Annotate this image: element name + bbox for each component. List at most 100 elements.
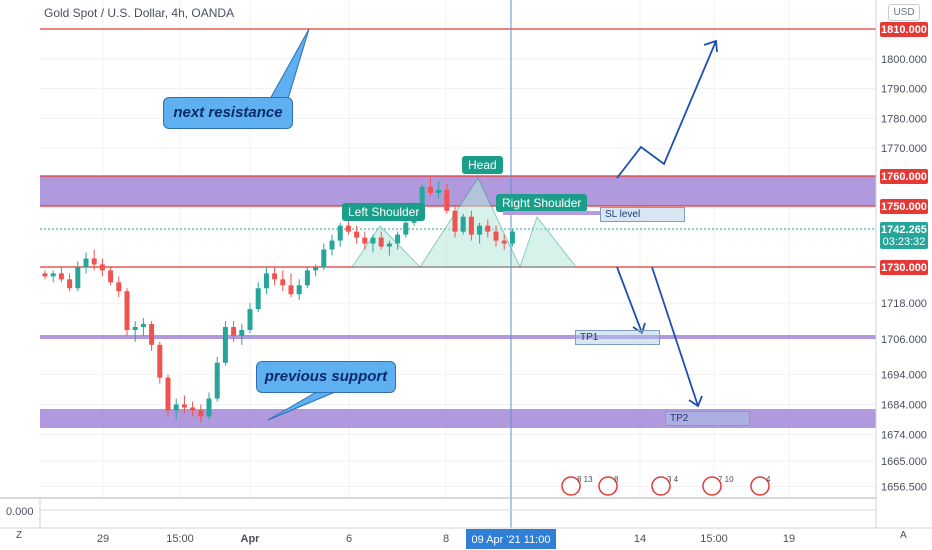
candle-body: [83, 258, 89, 268]
candle-body: [345, 225, 351, 232]
x-label-15-00: 15:00: [166, 533, 194, 545]
y-tick-label: 1656.500: [881, 481, 927, 493]
next-resistance-text: next resistance: [173, 104, 283, 121]
candle-body: [263, 273, 269, 289]
x-label-15-00-b: 15:00: [700, 533, 728, 545]
candle-body: [337, 225, 343, 241]
candle-body: [214, 362, 220, 399]
candle-body: [272, 273, 278, 280]
candle-body: [198, 410, 204, 417]
candle-body: [460, 216, 466, 232]
x-label-6: 6: [346, 533, 352, 545]
sl-level-text: SL level: [605, 209, 641, 220]
indicator-value: 0.000: [6, 506, 34, 518]
tp1-arrow-head: [632, 322, 646, 335]
zoom-button[interactable]: Z: [16, 530, 23, 541]
tp2-arrow-head: [688, 395, 703, 408]
y-tick-label: 1674.000: [881, 429, 927, 441]
us-flag-icon[interactable]: [598, 476, 618, 496]
price-tag-1730-text: 1730.000: [881, 262, 927, 274]
candle-body: [370, 237, 376, 244]
price-axis[interactable]: 1800.000 1790.000 1780.000 1770.000 1718.000…: [881, 54, 927, 494]
event-badge-count: 4: [766, 475, 771, 484]
y-tick-label: 1665.000: [881, 456, 927, 468]
y-tick-label: 1684.000: [881, 399, 927, 411]
support-zone: [40, 409, 876, 428]
candle-body: [444, 189, 450, 211]
us-flag-icon[interactable]: [750, 476, 770, 496]
candle-body: [181, 404, 187, 408]
bullish-arrow-head: [703, 39, 718, 53]
tp1-line-zone: [40, 335, 876, 339]
candle-body: [50, 273, 56, 277]
x-label-apr: Apr: [241, 533, 261, 545]
time-axis[interactable]: 29 15:00 Apr 6 8 14 15:00 19 09 Apr '21 …: [97, 529, 795, 549]
candle-body: [255, 288, 261, 310]
candle-body: [386, 243, 392, 247]
candle-body: [239, 329, 245, 336]
candle-body: [149, 324, 155, 345]
candle-body: [313, 267, 319, 271]
price-tag-1750-text: 1750.000: [881, 201, 927, 213]
candle-body: [321, 249, 327, 268]
bullish-arrow: [616, 40, 717, 179]
left-shoulder-label: Left Shoulder: [342, 203, 426, 221]
candle-body: [132, 327, 138, 330]
x-label-29: 29: [97, 533, 109, 545]
previous-support-callout: previous support: [256, 361, 396, 393]
next-resistance-callout: next resistance: [163, 97, 293, 129]
candle-body: [296, 285, 302, 295]
tp1-text: TP1: [580, 332, 599, 343]
event-badge-count: 8: [614, 475, 619, 484]
x-label-8: 8: [443, 533, 449, 545]
candle-body: [436, 189, 442, 193]
candle-body: [165, 377, 171, 411]
candle-body: [304, 270, 310, 286]
y-tick-label: 1770.000: [881, 143, 927, 155]
auto-scale-button[interactable]: A: [900, 530, 907, 541]
tp2-text: TP2: [670, 413, 689, 424]
candle-body: [173, 404, 179, 411]
currency-button[interactable]: USD: [888, 4, 920, 21]
chart-title: Gold Spot / U.S. Dollar, 4h, OANDA: [44, 6, 235, 20]
resistance-zone: [40, 176, 876, 206]
candle-body: [42, 273, 48, 277]
last-price-text: 1742.265: [881, 224, 927, 236]
candle-body: [247, 309, 253, 330]
candle-body: [362, 237, 368, 244]
candle-body: [477, 225, 483, 235]
candle-body: [75, 267, 81, 289]
sl-level-line: [503, 211, 600, 215]
candle-body: [206, 398, 212, 417]
candle-body: [67, 279, 73, 289]
us-flag-icon[interactable]: [651, 476, 671, 496]
economic-events[interactable]: 8 13 8 3 4 7 10 4: [561, 475, 771, 496]
event-badge-count: 7 10: [718, 475, 734, 484]
candle-body: [501, 240, 507, 244]
price-tag-1760-text: 1760.000: [881, 171, 927, 183]
candle-body: [485, 225, 491, 232]
candle-body: [452, 210, 458, 232]
candle-body: [231, 327, 237, 336]
candle-body: [280, 279, 286, 286]
right-shoulder-label: Right Shoulder: [496, 194, 588, 212]
us-flag-icon[interactable]: [561, 476, 581, 496]
y-tick-label: 1780.000: [881, 113, 927, 125]
last-price-tag: 1742.265 03:23:32: [880, 222, 928, 249]
y-tick-label: 1694.000: [881, 370, 927, 382]
us-flag-icon[interactable]: [702, 476, 722, 496]
y-tick-label: 1718.000: [881, 298, 927, 310]
candle-body: [222, 327, 228, 363]
price-tag-1750: 1750.000: [880, 199, 928, 214]
candle-body: [140, 324, 146, 327]
previous-support-text: previous support: [264, 368, 388, 385]
candle-body: [288, 285, 294, 295]
crosshair-time-label: 09 Apr '21 11:00: [472, 534, 551, 546]
candle-body: [354, 231, 360, 238]
sl-level-box: SL level: [600, 207, 685, 222]
candle-body: [395, 234, 401, 244]
head-label: Head: [462, 156, 503, 174]
candle-body: [378, 237, 384, 247]
candle-body: [124, 291, 130, 330]
